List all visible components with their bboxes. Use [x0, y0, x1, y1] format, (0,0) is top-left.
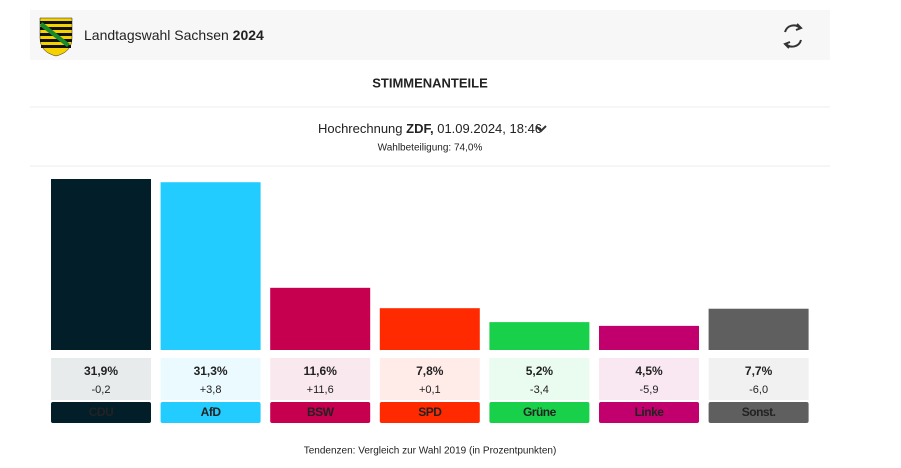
category-box — [599, 402, 699, 423]
logo — [39, 17, 73, 57]
label-box — [708, 358, 809, 400]
change-label: +3,8 — [200, 384, 222, 396]
subtitle-source: ZDF, — [406, 121, 433, 136]
bar — [708, 308, 809, 350]
category-label: Grüne — [523, 405, 557, 419]
value-label: 31,9% — [84, 364, 118, 378]
value-label: 31,3% — [194, 364, 228, 378]
category-label: BSW — [307, 405, 335, 419]
category-label: SPD — [418, 405, 442, 419]
category-box — [270, 402, 371, 423]
category-box — [379, 402, 480, 423]
dropdown-chevron[interactable] — [535, 125, 547, 133]
label-box — [599, 358, 699, 400]
change-label: -5,9 — [640, 384, 659, 396]
header-title: Landtagswahl Sachsen 2024 — [84, 27, 264, 43]
chart-title: STIMMENANTEILE — [372, 75, 488, 90]
category-box — [51, 402, 151, 423]
bar — [270, 287, 371, 350]
subtitle-timestamp: 01.09.2024, 18:46 — [437, 121, 542, 136]
category-box — [160, 402, 261, 423]
change-label: +11,6 — [307, 384, 334, 396]
chart-subtitle[interactable]: Hochrechnung ZDF, 01.09.2024, 18:46 — [318, 121, 542, 136]
category-box — [489, 402, 590, 423]
bar — [489, 322, 590, 350]
change-label: -0,2 — [92, 384, 111, 396]
bar — [599, 325, 699, 350]
value-label: 5,2% — [526, 364, 554, 378]
header-title-text: Landtagswahl Sachsen — [84, 27, 229, 43]
label-box — [160, 358, 261, 400]
label-box — [270, 358, 371, 400]
change-label: -6,0 — [749, 384, 768, 396]
header-year: 2024 — [233, 27, 264, 43]
label-box — [489, 358, 590, 400]
category-box — [708, 402, 809, 423]
label-box — [379, 358, 480, 400]
bar — [51, 179, 151, 350]
change-label: +0,1 — [419, 384, 441, 396]
category-label: AfD — [201, 405, 222, 419]
value-label: 7,7% — [745, 364, 773, 378]
footnote: Tendenzen: Vergleich zur Wahl 2019 (in P… — [304, 446, 557, 457]
value-label: 7,8% — [416, 364, 444, 378]
category-label: Linke — [635, 405, 665, 419]
header-bar — [30, 10, 830, 60]
turnout: Wahlbeteiligung: 74,0% — [378, 143, 483, 154]
change-label: -3,4 — [530, 384, 549, 396]
value-label: 4,5% — [635, 364, 663, 378]
value-label: 11,6% — [304, 364, 338, 378]
label-box — [51, 358, 151, 400]
refresh-button[interactable] — [783, 23, 803, 49]
category-label: CDU — [89, 405, 114, 419]
bar — [160, 182, 261, 350]
category-label: Sonst. — [742, 405, 776, 419]
bar — [379, 308, 480, 350]
subtitle-prefix: Hochrechnung — [318, 121, 403, 136]
